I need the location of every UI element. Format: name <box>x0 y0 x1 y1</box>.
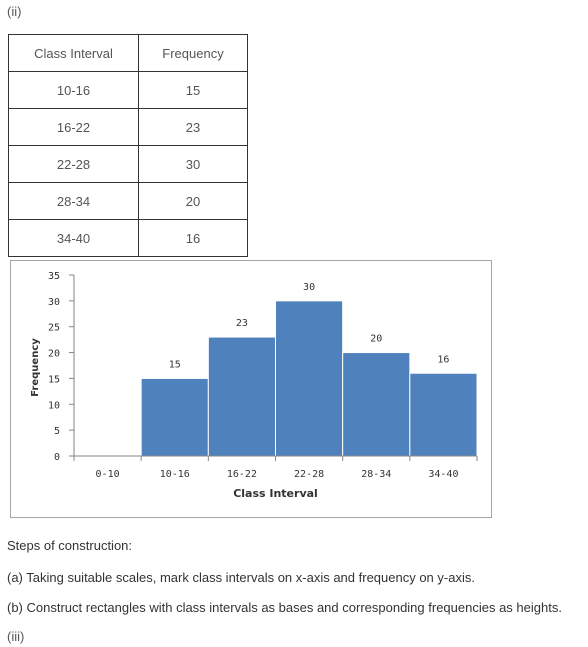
data-label: 15 <box>169 359 181 370</box>
table-row: 16-22 23 <box>8 108 248 146</box>
data-label: 23 <box>236 318 248 329</box>
y-tick-label: 10 <box>48 400 60 411</box>
part-ii-label: (ii) <box>7 4 22 19</box>
steps-heading: Steps of construction: <box>7 538 133 553</box>
part-iii-label: (iii) <box>7 629 25 644</box>
frequency-cell: 15 <box>138 71 248 109</box>
x-tick-label: 34-40 <box>428 469 458 480</box>
y-tick-label: 35 <box>48 271 60 282</box>
histogram-bar <box>342 352 411 457</box>
x-tick-label: 28-34 <box>361 469 391 480</box>
histogram-bar <box>409 372 478 457</box>
step-a-text: (a) Taking suitable scales, mark class i… <box>7 570 475 585</box>
table-row: 22-28 30 <box>8 145 248 183</box>
class-interval-cell: 28-34 <box>8 182 139 220</box>
data-label: 16 <box>437 354 449 365</box>
x-tick-label: 10-16 <box>160 469 190 480</box>
histogram-bar <box>140 377 209 457</box>
frequency-table: Class Interval Frequency 10-16 15 16-22 … <box>8 34 248 257</box>
y-tick-label: 25 <box>48 323 60 334</box>
histogram-bar <box>275 300 344 457</box>
class-interval-cell: 22-28 <box>8 145 139 183</box>
x-tick-label: 16-22 <box>227 469 257 480</box>
histogram-chart: 0 5 10 15 20 25 30 35 0-10 10-16 16-22 22-28 28-34 34… <box>10 260 492 518</box>
y-axis-title: Frequency <box>30 338 41 397</box>
frequency-cell: 20 <box>138 182 248 220</box>
step-b-text: (b) Construct rectangles with class inte… <box>7 600 562 615</box>
y-tick-label: 30 <box>48 297 60 308</box>
class-interval-cell: 10-16 <box>8 71 139 109</box>
x-axis-title: Class Interval <box>233 487 318 500</box>
data-label: 20 <box>370 334 382 345</box>
data-label: 30 <box>303 282 315 293</box>
table-header-row: Class Interval Frequency <box>8 34 248 72</box>
table-row: 34-40 16 <box>8 219 248 257</box>
frequency-cell: 16 <box>138 219 248 257</box>
class-interval-cell: 16-22 <box>8 108 139 146</box>
frequency-cell: 23 <box>138 108 248 146</box>
histogram-svg: 0 5 10 15 20 25 30 35 0-10 10-16 16-22 22-28 28-34 34… <box>30 271 478 500</box>
histogram-bar <box>207 336 276 457</box>
class-interval-header: Class Interval <box>8 34 139 72</box>
table-row: 28-34 20 <box>8 182 248 220</box>
table-row: 10-16 15 <box>8 71 248 109</box>
y-tick-label: 5 <box>54 426 60 437</box>
class-interval-cell: 34-40 <box>8 219 139 257</box>
x-tick-label: 0-10 <box>96 469 120 480</box>
frequency-cell: 30 <box>138 145 248 183</box>
y-tick-label: 15 <box>48 374 60 385</box>
frequency-header: Frequency <box>138 34 248 72</box>
y-tick-label: 20 <box>48 349 60 360</box>
y-tick-label: 0 <box>54 452 60 463</box>
x-tick-label: 22-28 <box>294 469 324 480</box>
